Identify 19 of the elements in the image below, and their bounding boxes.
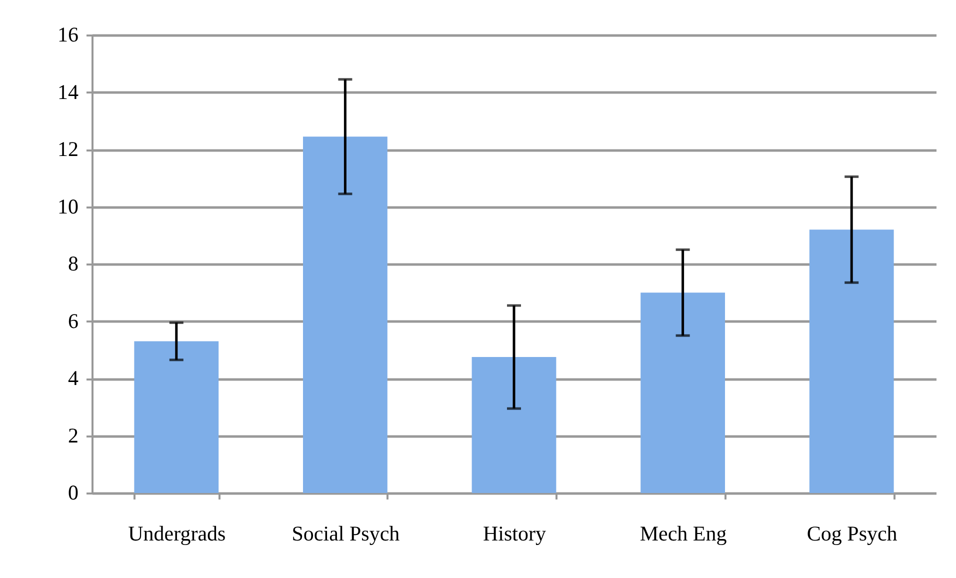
x-tick-label: Cog Psych	[806, 522, 898, 546]
bar	[640, 292, 725, 493]
bar	[303, 136, 388, 493]
x-tick-label: Social Psych	[292, 522, 400, 546]
bar	[809, 230, 894, 493]
y-tick-label: 10	[58, 194, 78, 218]
y-tick-label: 2	[68, 423, 78, 448]
y-tick-label: 16	[58, 22, 78, 46]
bar	[134, 341, 219, 493]
x-tick-label: Mech Eng	[640, 522, 728, 546]
y-tick-label: 0	[68, 480, 78, 504]
bar	[472, 357, 556, 493]
x-tick-label: History	[483, 522, 546, 546]
y-tick-label: 6	[68, 308, 78, 333]
x-tick-label: Undergrads	[128, 522, 226, 546]
y-tick-label: 12	[58, 137, 78, 161]
y-tick-label: 8	[68, 252, 78, 276]
y-tick-label: 4	[68, 366, 79, 390]
y-tick-label: 14	[58, 80, 79, 104]
